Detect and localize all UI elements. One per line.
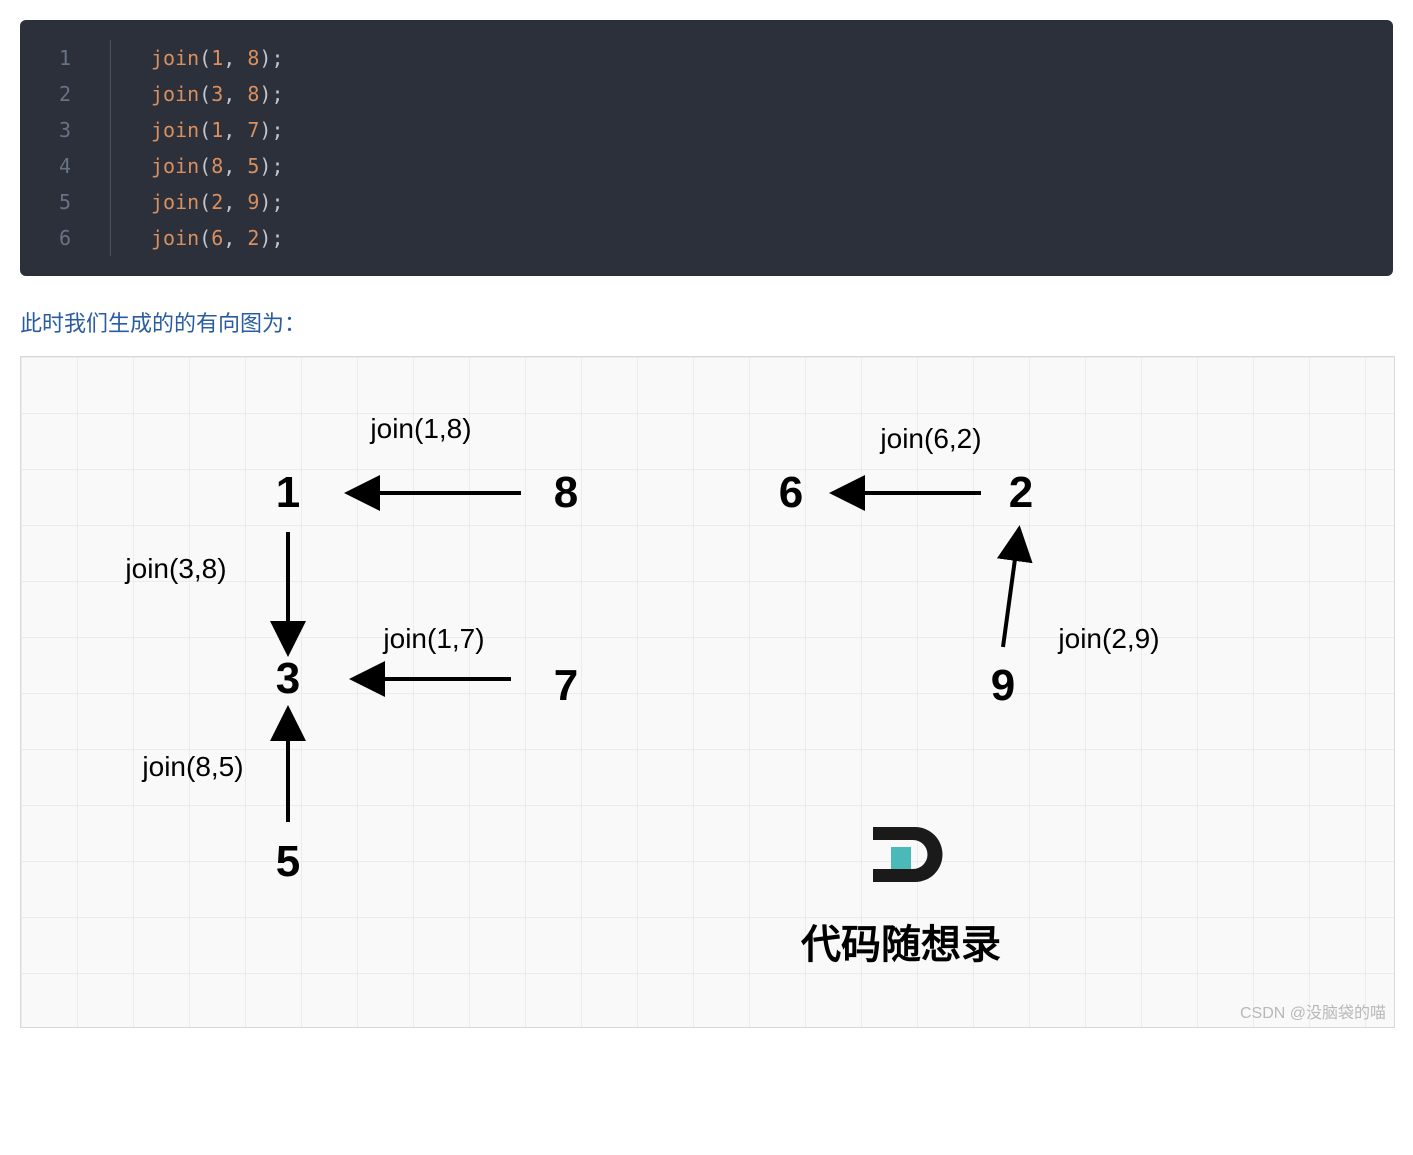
code-line: join(1, 8); — [151, 40, 284, 76]
code-fn: join — [151, 154, 199, 178]
code-arg: 6 — [211, 226, 223, 250]
code-line: join(1, 7); — [151, 112, 284, 148]
graph-node: 1 — [276, 468, 300, 518]
code-arg: 1 — [211, 118, 223, 142]
graph-node: 3 — [276, 654, 300, 704]
code-fn: join — [151, 82, 199, 106]
code-block: 1 2 3 4 5 6 join(1, 8); join(3, 8); join… — [20, 20, 1393, 276]
graph-node: 8 — [554, 468, 578, 518]
graph-node: 6 — [779, 468, 803, 518]
watermark-text: 代码随想录 — [801, 912, 1001, 970]
line-number: 2 — [20, 76, 110, 112]
graph-node: 7 — [554, 661, 578, 711]
diagram-nodes-layer: 1 8 6 2 3 7 9 5 — [21, 357, 1394, 1027]
graph-node: 2 — [1009, 468, 1033, 518]
graph-node: 5 — [276, 837, 300, 887]
caption-text: 此时我们生成的的有向图为： — [20, 306, 1393, 338]
code-fn: join — [151, 118, 199, 142]
code-line: join(2, 9); — [151, 184, 284, 220]
code-arg: 2 — [247, 226, 259, 250]
line-number: 3 — [20, 112, 110, 148]
code-line: join(6, 2); — [151, 220, 284, 256]
diagram: join(1,8)join(6,2)join(3,8)join(1,7)join… — [20, 356, 1395, 1028]
code-arg: 1 — [211, 46, 223, 70]
code-arg: 5 — [247, 154, 259, 178]
code-content: join(1, 8); join(3, 8); join(1, 7); join… — [111, 40, 284, 256]
line-number: 4 — [20, 148, 110, 184]
footer-watermark: CSDN @没脑袋的喵 — [1240, 999, 1386, 1023]
line-number: 6 — [20, 220, 110, 256]
code-arg: 7 — [247, 118, 259, 142]
graph-node: 9 — [991, 661, 1015, 711]
code-line: join(8, 5); — [151, 148, 284, 184]
watermark-logo-icon — [873, 827, 943, 882]
code-fn: join — [151, 46, 199, 70]
code-line: join(3, 8); — [151, 76, 284, 112]
code-arg: 8 — [247, 82, 259, 106]
code-arg: 3 — [211, 82, 223, 106]
code-fn: join — [151, 226, 199, 250]
line-number: 1 — [20, 40, 110, 76]
code-arg: 9 — [247, 190, 259, 214]
code-arg: 2 — [211, 190, 223, 214]
code-gutter: 1 2 3 4 5 6 — [20, 40, 111, 256]
code-arg: 8 — [247, 46, 259, 70]
code-fn: join — [151, 190, 199, 214]
code-arg: 8 — [211, 154, 223, 178]
line-number: 5 — [20, 184, 110, 220]
